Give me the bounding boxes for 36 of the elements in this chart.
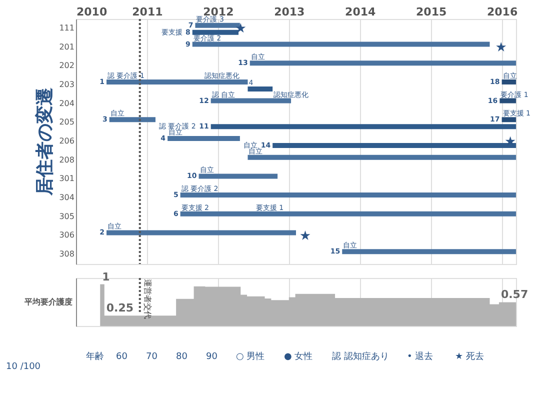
text: ● 女性 [284,351,313,362]
text: 年齢 [86,351,104,362]
text: 90 [206,352,218,362]
x-tick-label: 2010 [76,6,108,18]
x-tick-label: 2016 [486,6,518,18]
y-axis-title: 平均要介護度 [24,296,72,306]
y-tick-label: 111 [59,23,74,32]
y-tick-label: 308 [59,250,74,259]
y-tick-label: 201 [59,42,74,52]
data-label: 1 [102,270,110,284]
text: 認 認知症あり [332,351,389,362]
y-tick-label: 304 [59,193,74,202]
text: 60 [116,352,128,362]
y-tick-label: 203 [59,80,74,89]
data-label: 0.25 [106,302,134,315]
text: 80 [176,352,188,362]
y-tick-label: 204 [59,98,74,108]
text: ★ 死去 [455,351,484,362]
ref-line-label: 運営者交代 [142,279,152,319]
text: 10 /100 [6,362,41,372]
x-tick-label: 2014 [345,6,376,18]
y-tick-label: 208 [59,155,74,164]
y-tick-label: 202 [59,61,74,70]
y-tick-label: 301 [59,174,74,184]
text: ○ 男性 [236,351,265,362]
data-label: 0.57 [500,288,528,302]
y-tick-label: 205 [59,118,74,127]
y-tick-label: 305 [59,212,74,221]
y-tick-label: 306 [59,230,74,240]
x-tick-label: 2013 [274,6,305,18]
text: • 退去 [407,351,434,362]
text: 70 [146,352,158,362]
x-tick-label: 2015 [416,6,447,18]
y-tick-label: 206 [59,136,74,146]
text: 居住者の変遷 [34,88,56,196]
x-tick-label: 2011 [132,6,163,18]
